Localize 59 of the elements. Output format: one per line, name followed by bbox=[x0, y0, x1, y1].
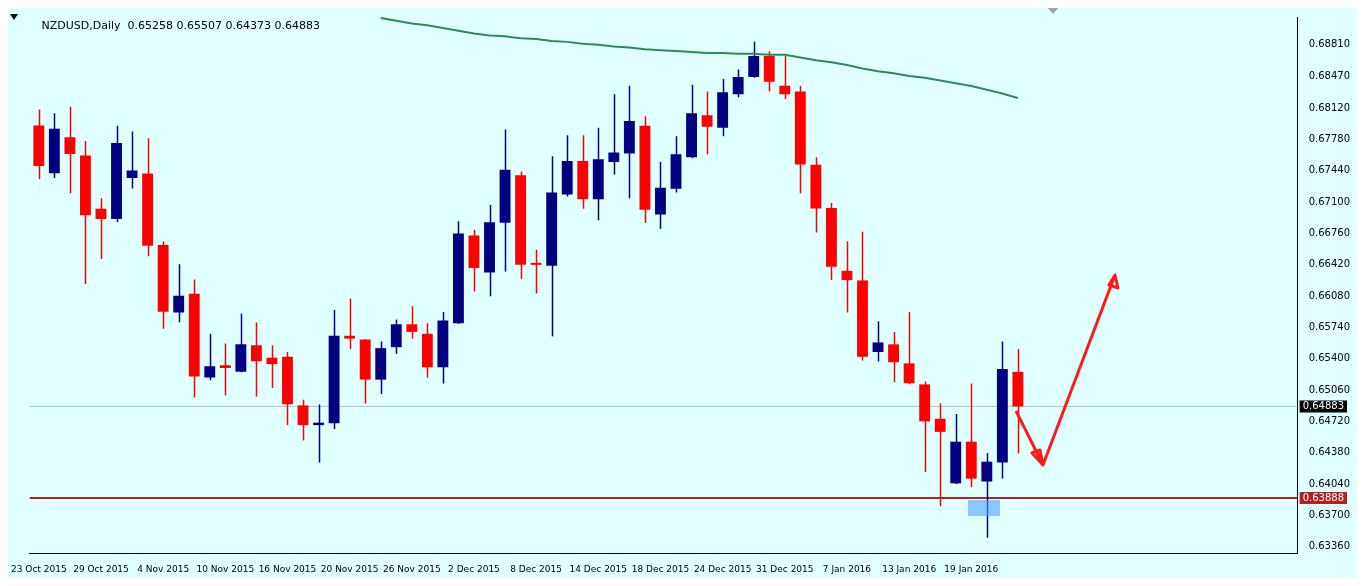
x-tick-label: 10 Nov 2015 bbox=[196, 563, 255, 574]
candlestick bbox=[344, 297, 356, 350]
x-tick-label: 7 Jan 2016 bbox=[822, 563, 872, 574]
y-tick-label: 0.63700 bbox=[1308, 509, 1351, 521]
y-tick-label: 0.64720 bbox=[1308, 415, 1351, 427]
ref-line-label: 0.64883 bbox=[1302, 400, 1345, 412]
x-tick-label: 24 Dec 2015 bbox=[693, 563, 752, 574]
chart-title: NZDUSD,Daily 0.65258 0.65507 0.64373 0.64883 bbox=[41, 19, 321, 33]
y-tick-label: 0.63360 bbox=[1308, 540, 1351, 552]
candlestick bbox=[266, 344, 278, 389]
x-tick-label: 16 Nov 2015 bbox=[258, 563, 317, 574]
x-tick-label: 29 Oct 2015 bbox=[73, 563, 129, 574]
candlestick bbox=[219, 342, 231, 397]
x-tick-label: 31 Dec 2015 bbox=[756, 563, 814, 574]
candlestick bbox=[981, 452, 993, 539]
y-tick-label: 0.64380 bbox=[1308, 446, 1351, 458]
candlestick bbox=[732, 68, 744, 98]
y-tick-label: 0.67780 bbox=[1308, 133, 1351, 145]
y-tick-label: 0.65740 bbox=[1308, 321, 1351, 333]
candlestick bbox=[530, 249, 542, 295]
candlestick bbox=[888, 331, 900, 383]
candlestick bbox=[934, 402, 946, 508]
x-tick-label: 2 Dec 2015 bbox=[448, 563, 500, 574]
candlestick bbox=[872, 320, 884, 363]
y-tick-label: 0.64040 bbox=[1308, 477, 1351, 489]
x-tick-label: 14 Dec 2015 bbox=[569, 563, 628, 574]
x-tick-label: 20 Nov 2015 bbox=[320, 563, 379, 574]
candlestick bbox=[126, 130, 138, 190]
x-tick-label: 23 Oct 2015 bbox=[11, 563, 67, 574]
x-tick-label: 13 Jan 2016 bbox=[882, 563, 937, 574]
y-tick-label: 0.65060 bbox=[1308, 383, 1351, 395]
x-tick-label: 26 Nov 2015 bbox=[382, 563, 441, 574]
y-tick-label: 0.68120 bbox=[1308, 101, 1351, 113]
y-tick-label: 0.67440 bbox=[1308, 164, 1351, 176]
y-tick-label: 0.66420 bbox=[1308, 258, 1351, 270]
candlestick bbox=[297, 398, 309, 442]
x-tick-label: 4 Nov 2015 bbox=[137, 563, 190, 574]
y-tick-label: 0.66760 bbox=[1308, 227, 1351, 239]
y-tick-label: 0.65400 bbox=[1308, 352, 1351, 364]
x-tick-label: 18 Dec 2015 bbox=[631, 563, 690, 574]
ref-line-label: 0.63888 bbox=[1302, 491, 1345, 503]
candlestick bbox=[250, 321, 262, 398]
candlestick bbox=[204, 333, 216, 382]
candlestick bbox=[748, 41, 760, 79]
y-tick-label: 0.67100 bbox=[1308, 195, 1351, 207]
candlestick bbox=[406, 305, 418, 340]
x-tick-label: 19 Jan 2016 bbox=[944, 563, 999, 574]
candlestick bbox=[903, 311, 915, 385]
candlestick bbox=[608, 93, 620, 176]
candlestick bbox=[390, 318, 402, 355]
candlestick bbox=[95, 197, 107, 260]
candlestick bbox=[779, 55, 791, 100]
candlestick bbox=[64, 105, 76, 194]
y-tick-label: 0.66080 bbox=[1308, 289, 1351, 301]
candlestick bbox=[173, 263, 185, 323]
candlestick bbox=[701, 90, 713, 156]
x-tick-label: 8 Dec 2015 bbox=[510, 563, 563, 574]
y-tick-label: 0.68810 bbox=[1308, 38, 1351, 50]
y-tick-label: 0.68470 bbox=[1308, 69, 1351, 81]
